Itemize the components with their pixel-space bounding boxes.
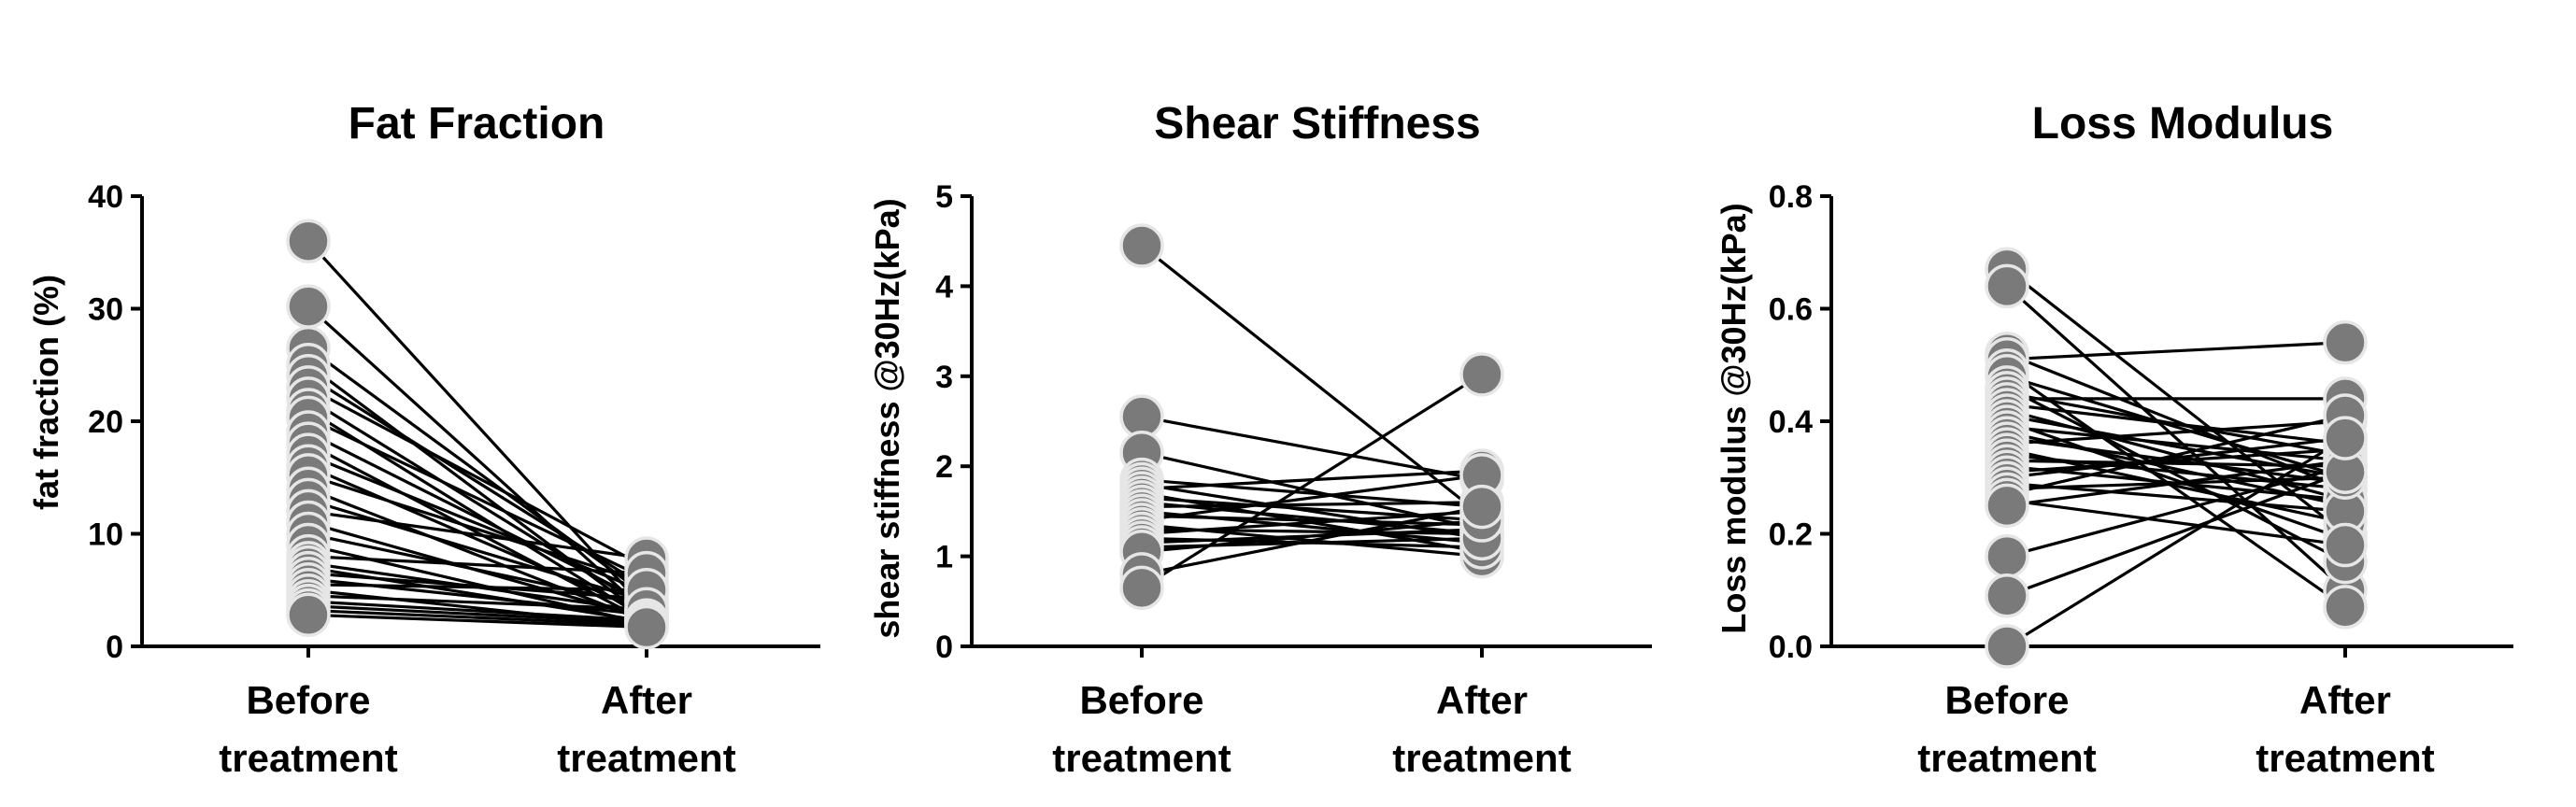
y-axis-label: Loss modulus @30Hz(kPa) (1715, 203, 1753, 633)
pair-line (1141, 501, 1483, 536)
before-point (1985, 263, 2029, 309)
pair-line (2006, 419, 2346, 446)
after-point (624, 604, 669, 650)
pair-line (1141, 501, 1483, 509)
before-point (1119, 223, 1164, 268)
y-tick-label: 10 (88, 517, 123, 553)
fat-fraction-panel: Fat Fraction fat fraction (%) 0 10 20 30 40 B… (27, 99, 820, 780)
after-point (1459, 352, 1504, 397)
pair-line (2006, 447, 2346, 474)
pair-line (307, 474, 648, 586)
x-tick-label: Before treatment (219, 678, 397, 780)
chart-title: Fat Fraction (349, 99, 605, 149)
y-tick-label: 5 (935, 179, 953, 215)
x-tick-label: After treatment (1392, 678, 1571, 780)
pair-line (2005, 285, 2347, 591)
chart-title: Shear Stiffness (1154, 99, 1480, 149)
loss-modulus-panel: Loss Modulus Loss modulus @30Hz(kPa) 0.0… (1715, 99, 2513, 780)
y-tick-label: 30 (88, 292, 123, 328)
pair-line (307, 555, 648, 575)
pair-line (1141, 373, 1483, 589)
y-tick-label: 0 (935, 630, 953, 665)
before-point (1985, 533, 2029, 579)
pair-line (1141, 509, 1483, 536)
after-point (2323, 585, 2368, 630)
pair-line (2006, 341, 2346, 361)
points (1985, 247, 2368, 669)
pair-line (2006, 425, 2346, 462)
x-tick-label: After treatment (2256, 678, 2434, 780)
pair-line (2006, 498, 2346, 547)
pair-line (1141, 244, 1483, 517)
after-point (2323, 522, 2368, 568)
shear-stiffness-panel: Shear Stiffness shear stiffness @30Hz(kP… (868, 99, 1652, 780)
pair-line (2006, 414, 2346, 496)
pair-line (2006, 386, 2346, 564)
y-tick-label: 4 (935, 269, 953, 304)
pair-line (307, 442, 648, 623)
pair-line (2006, 375, 2346, 479)
before-point (1985, 624, 2029, 669)
after-point (1459, 484, 1504, 530)
pair-line (306, 304, 648, 615)
pair-line (307, 613, 648, 630)
y-tick-label: 40 (88, 179, 123, 215)
pair-line (2006, 403, 2346, 446)
pair-line (306, 240, 648, 612)
before-point (286, 219, 331, 263)
pair-line (1141, 518, 1483, 554)
y-tick-label: 20 (88, 404, 123, 440)
chart-title: Loss Modulus (2032, 99, 2334, 149)
pair-line (307, 386, 648, 570)
y-axis-label: shear stiffness @30Hz(kPa) (868, 198, 906, 638)
before-point (1985, 573, 2029, 618)
pair-line (307, 583, 648, 592)
pair-line (2006, 464, 2346, 559)
before-point (286, 592, 331, 638)
x-tick-label: After treatment (557, 678, 735, 780)
after-point (2323, 319, 2368, 365)
pair-line (307, 498, 648, 603)
pair-lines (1141, 244, 1483, 589)
y-tick-label: 0.4 (1769, 404, 1813, 440)
x-tick-label: Before treatment (1052, 678, 1231, 780)
after-point (2323, 416, 2368, 460)
y-tick-label: 0 (106, 630, 123, 665)
pair-line (2006, 436, 2346, 648)
pair-line (2006, 436, 2346, 479)
y-axis-label: fat fraction (%) (27, 275, 65, 510)
pair-line (2006, 459, 2346, 468)
pair-line (1141, 474, 1483, 522)
pair-line (1141, 514, 1483, 527)
x-tick-label: Before treatment (1917, 678, 2096, 780)
y-tick-label: 2 (935, 449, 953, 485)
y-tick-label: 1 (935, 540, 953, 575)
before-point (1119, 565, 1164, 611)
pair-lines (2005, 268, 2347, 648)
y-tick-label: 0.2 (1769, 517, 1813, 553)
pair-line (2006, 470, 2346, 598)
pair-line (307, 608, 648, 627)
pair-line (307, 600, 648, 622)
pair-line (307, 604, 648, 625)
y-tick-label: 3 (935, 360, 953, 395)
pair-line (307, 347, 648, 598)
before-point (286, 284, 331, 329)
pair-line (2006, 459, 2346, 507)
pair-line (307, 509, 648, 560)
pair-line (2006, 268, 2346, 535)
pair-line (307, 487, 648, 623)
pair-line (307, 594, 648, 611)
pair-line (1141, 415, 1483, 482)
y-tick-label: 0.6 (1769, 292, 1813, 328)
y-tick-label: 0.0 (1769, 630, 1813, 665)
pair-line (1141, 505, 1483, 576)
pair-lines (306, 240, 648, 630)
before-point (1985, 483, 2029, 529)
points (1119, 223, 1504, 611)
pair-line (307, 431, 648, 604)
points (286, 219, 669, 650)
y-tick-label: 0.8 (1769, 179, 1813, 215)
